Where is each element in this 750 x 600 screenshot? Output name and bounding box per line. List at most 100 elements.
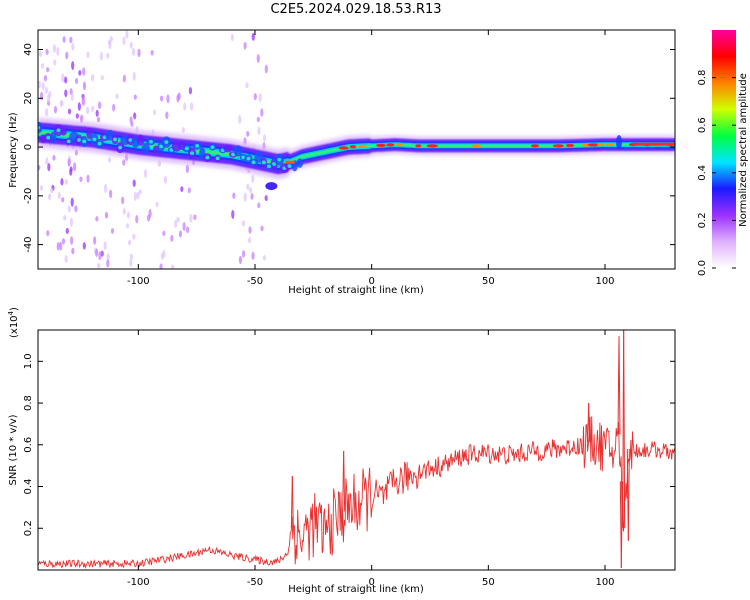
snr-panel: -100 -50 0 50 100 0.2 0.4 0.6 0.8 1.0 Height of … bbox=[7, 307, 676, 595]
ridge-blob bbox=[223, 144, 233, 153]
speckle-mark bbox=[260, 225, 264, 232]
snr-frame bbox=[37, 329, 676, 571]
snr-y-scale: (x104) bbox=[7, 307, 20, 338]
ridge-hot-mark bbox=[587, 143, 599, 147]
speckle-mark bbox=[95, 109, 99, 117]
ridge-hot-mark bbox=[376, 143, 386, 147]
speckle-mark bbox=[74, 205, 78, 213]
spectrogram-frame bbox=[37, 29, 676, 270]
speckle-mark bbox=[39, 185, 44, 191]
ridge-blob bbox=[136, 134, 145, 146]
speckle-mark bbox=[159, 263, 163, 269]
speckle-mark bbox=[147, 214, 151, 222]
ridge-hot-mark bbox=[386, 143, 395, 147]
ridge-blob-core bbox=[195, 143, 200, 148]
ridge-hot-mark bbox=[471, 144, 482, 148]
snr-series-line bbox=[38, 416, 675, 569]
speckle-mark bbox=[48, 193, 52, 201]
speckle-mark bbox=[56, 46, 60, 56]
speckle-mark bbox=[104, 211, 109, 219]
speckle-mark bbox=[109, 189, 113, 199]
ridge-blob-core bbox=[190, 151, 194, 155]
snr-spike bbox=[588, 403, 591, 443]
speckle-mark bbox=[67, 158, 71, 167]
speckle-mark bbox=[64, 179, 69, 185]
ridge-blob bbox=[86, 128, 93, 140]
snr-y-label: SNR (10 * v/v) bbox=[8, 414, 19, 485]
speckle-mark bbox=[150, 49, 154, 56]
speckle-mark bbox=[56, 241, 60, 251]
speckle-mark bbox=[122, 36, 126, 46]
speckle-mark bbox=[232, 192, 236, 199]
speckle-mark bbox=[122, 159, 126, 166]
y-tick-label: 0.2 bbox=[23, 520, 34, 536]
speckle-mark bbox=[69, 168, 73, 176]
speckle-mark bbox=[38, 50, 43, 58]
speckle-mark bbox=[125, 30, 129, 39]
y-tick-label: 0.6 bbox=[23, 437, 34, 453]
speckle-mark bbox=[75, 113, 79, 119]
ridge-blob-core bbox=[231, 152, 236, 157]
speckle-mark bbox=[47, 162, 51, 172]
snr-y-scale-exponent: 4 bbox=[7, 310, 15, 315]
speckle-mark bbox=[41, 63, 45, 69]
x-tick-label: -50 bbox=[247, 276, 263, 287]
colorbar-tick-label: 0.6 bbox=[697, 117, 708, 133]
spectrogram-x-label: Height of straight line (km) bbox=[288, 285, 424, 296]
speckle-mark bbox=[43, 74, 48, 82]
speckle-mark bbox=[61, 238, 66, 245]
page-title: C2E5.2024.029.18.53.R13 bbox=[270, 2, 442, 17]
snr-spike bbox=[343, 451, 346, 512]
speckle-mark bbox=[241, 250, 246, 258]
speckle-mark bbox=[115, 93, 119, 100]
speckle-mark bbox=[86, 51, 90, 59]
spectrogram-y-ticks: -40 -20 0 20 40 bbox=[23, 43, 675, 253]
speckle-mark bbox=[79, 115, 84, 123]
x-tick-label: 100 bbox=[595, 577, 614, 588]
speckle-mark bbox=[129, 116, 133, 124]
x-tick-label: 0 bbox=[368, 276, 374, 287]
speckle-mark bbox=[48, 90, 52, 98]
speckle-mark bbox=[45, 157, 49, 166]
ridge-blob-core bbox=[46, 135, 51, 140]
speckle-mark bbox=[93, 236, 97, 245]
ridge-blob bbox=[38, 121, 43, 134]
speckle-mark bbox=[122, 74, 126, 83]
y-tick-label: -20 bbox=[23, 188, 34, 204]
speckle-mark bbox=[176, 94, 180, 103]
ridge-hot-mark bbox=[349, 145, 357, 149]
speckle-mark bbox=[90, 74, 95, 82]
speckle-mark bbox=[247, 237, 252, 244]
speckle-mark bbox=[182, 221, 186, 231]
speckle-mark bbox=[79, 176, 83, 183]
spectrogram-ridge bbox=[38, 117, 675, 191]
speckle-mark bbox=[262, 134, 267, 143]
speckle-mark bbox=[170, 234, 174, 242]
colorbar-tick-label: 0.2 bbox=[697, 212, 708, 228]
ridge-blob-core bbox=[128, 138, 133, 142]
speckle-mark bbox=[86, 174, 90, 183]
speckle-mark bbox=[74, 78, 79, 84]
speckle-mark bbox=[238, 114, 242, 125]
x-tick-label: 50 bbox=[482, 276, 495, 287]
spectrogram-y-label: Frequency (Hz) bbox=[8, 112, 19, 188]
speckle-mark bbox=[121, 196, 125, 205]
speckle-mark bbox=[178, 230, 183, 238]
speckle-mark bbox=[251, 174, 255, 184]
colorbar-ticks: 0.0 0.2 0.4 0.6 0.8 bbox=[697, 70, 736, 276]
speckle-mark bbox=[61, 197, 65, 203]
snr-spike bbox=[627, 448, 630, 541]
ridge-hot-mark bbox=[605, 143, 614, 147]
speckle-mark bbox=[50, 187, 54, 194]
speckle-mark bbox=[162, 250, 166, 258]
ridge-blob-core bbox=[113, 137, 117, 142]
speckle-mark bbox=[41, 81, 45, 91]
speckle-mark bbox=[253, 93, 257, 101]
speckle-mark bbox=[133, 112, 137, 120]
ridge-hot-mark bbox=[338, 146, 349, 150]
snr-series bbox=[38, 330, 675, 569]
ridge-blob bbox=[296, 158, 304, 168]
speckle-mark bbox=[85, 106, 90, 115]
speckle-mark bbox=[180, 186, 184, 193]
